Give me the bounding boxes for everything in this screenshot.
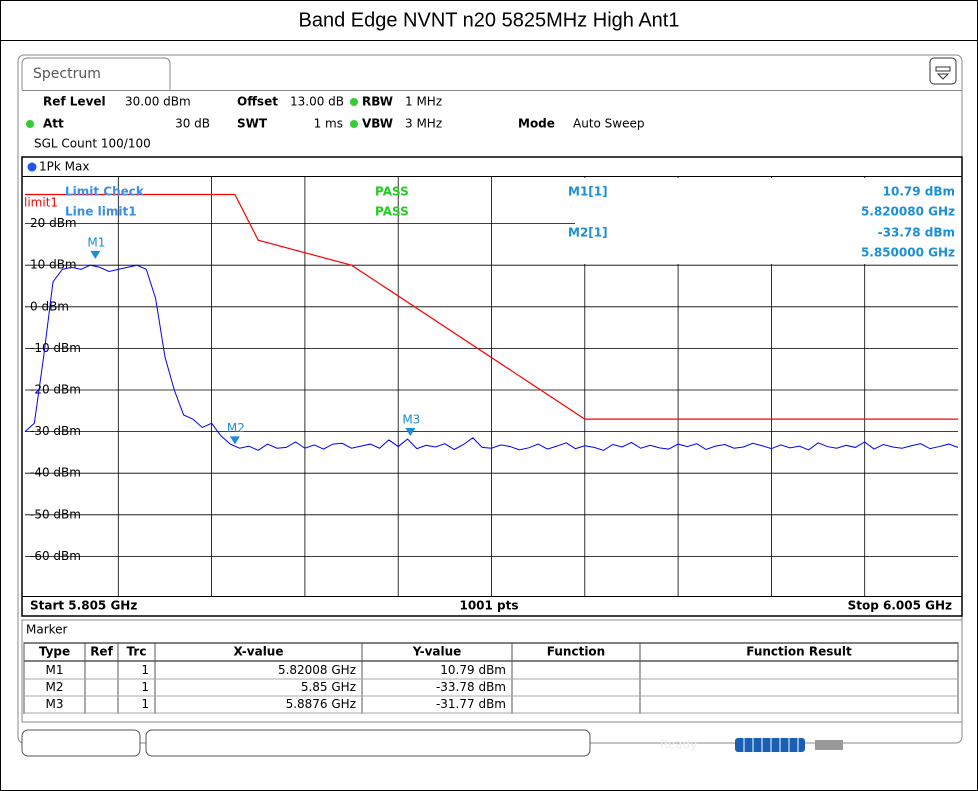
y-tick-label: -40 dBm [30,466,81,480]
setting-value: 1 ms [314,117,343,131]
marker-info-value: -33.78 dBm [878,226,955,240]
marker-label: M1 [87,235,105,249]
legend-label: 1Pk Max [39,160,89,174]
status-text: Ready [660,738,697,752]
marker-triangle [405,427,416,436]
table-cell: 1 [141,663,149,677]
limit-check-result: PASS [375,205,409,219]
setting-label: Mode [518,117,555,131]
table-cell: 5.85 GHz [301,680,356,694]
tab[interactable] [21,57,171,90]
marker-info-label: M1[1] [568,185,608,199]
setting-value: 30.00 dBm [125,95,191,109]
marker-triangle [229,436,240,445]
column-header: Trc [127,645,147,659]
setting-label: Offset [237,95,278,109]
table-cell: 10.79 dBm [440,663,506,677]
marker-info-value: 10.79 dBm [883,185,955,199]
status-dot [350,98,358,106]
y-tick-label: -10 dBm [30,341,81,355]
tab-label[interactable]: Spectrum [33,66,101,82]
y-tick-label: -60 dBm [30,549,81,563]
table-cell: M2 [46,680,64,694]
setting-value: SGL Count 100/100 [34,137,151,151]
trace-line [24,264,959,451]
page-title: Band Edge NVNT n20 5825MHz High Ant1 [299,9,680,31]
table-cell: 1 [141,680,149,694]
setting-label: VBW [362,117,393,131]
limit-line-label: limit1 [24,196,58,210]
y-tick-label: 20 dBm [30,216,77,230]
limit-check-title: Limit Check [65,185,145,199]
table-cell: 5.8876 GHz [286,697,356,711]
column-header: X-value [234,645,284,659]
table-cell: 5.82008 GHz [278,663,356,677]
marker-info-background [575,178,960,264]
progress-bar [735,738,843,752]
column-header: Function Result [746,645,852,659]
marker-label: M3 [402,412,420,426]
column-header: Type [39,645,70,659]
table-cell: M3 [46,697,64,711]
table-cell: M1 [46,663,64,677]
marker-panel [21,619,963,723]
marker-info-frequency: 5.850000 GHz [861,246,955,260]
marker-table: Type Ref Trc X-value Y-value Function Function… [23,642,959,714]
limit-check-result: PASS [375,185,409,199]
y-tick-label: -20 dBm [30,383,81,397]
status-field [145,729,591,757]
setting-value: 13.00 dB [290,95,344,109]
marker-info-label: M2[1] [568,226,608,240]
setting-label: SWT [237,117,268,131]
setting-label: Ref Level [43,95,106,109]
column-header: Y-value [412,645,462,659]
status-dot [26,120,34,128]
limit-check-line: Line limit1 [65,205,137,219]
table-cell: 1 [141,697,149,711]
status-dot [350,120,358,128]
y-tick-label: 10 dBm [30,258,77,272]
table-cell: -31.77 dBm [436,697,506,711]
marker-triangle [90,250,101,259]
setting-value: 3 MHz [405,117,442,131]
setting-value: 30 dB [175,117,210,131]
y-tick-label: -50 dBm [30,507,81,521]
setting-label: RBW [362,95,393,109]
stop-label: Stop 6.005 GHz [848,599,952,613]
setting-value: Auto Sweep [573,117,645,131]
marker-info-frequency: 5.820080 GHz [861,205,955,219]
y-tick-label: -30 dBm [30,424,81,438]
marker-panel-title: Marker [26,623,68,637]
status-field [21,729,141,757]
limit-line [25,193,958,420]
column-header: Ref [90,645,113,659]
marker-label: M2 [227,421,245,435]
trace-dot [27,162,37,172]
menu-icon [935,66,951,80]
setting-label: Att [43,117,64,131]
points-label: 1001 pts [459,599,518,613]
table-cell: -33.78 dBm [436,680,506,694]
setting-value: 1 MHz [405,95,442,109]
start-label: Start 5.805 GHz [30,599,137,613]
column-header: Function [547,645,605,659]
